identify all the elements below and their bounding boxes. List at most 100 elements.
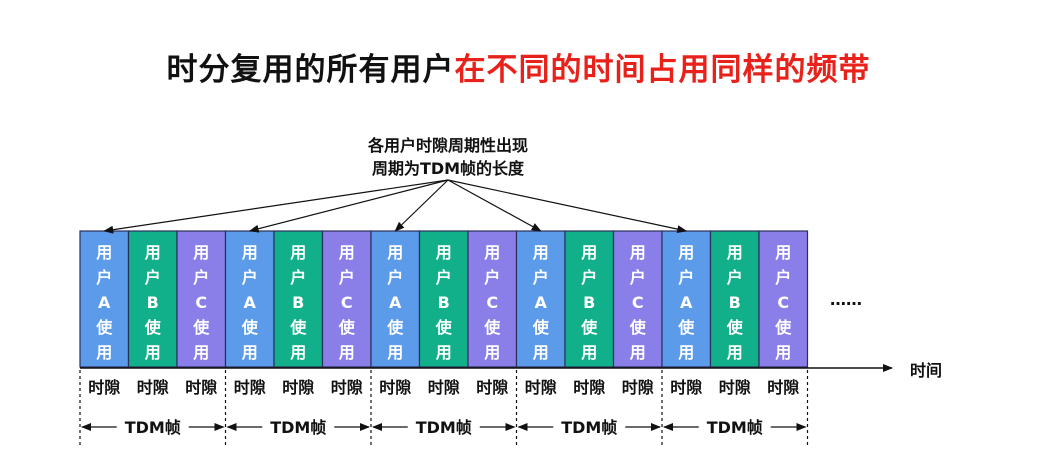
slot-char: 用 bbox=[678, 343, 694, 362]
ellipsis: …… bbox=[830, 290, 862, 309]
slot-char: 使 bbox=[483, 318, 501, 337]
slot-block bbox=[321, 230, 372, 368]
period-note: 各用户时隙周期性出现 周期为TDM帧的长度 bbox=[318, 134, 578, 180]
page-title: 时分复用的所有用户在不同的时间占用同样的频带 bbox=[0, 44, 1037, 89]
period-arrow bbox=[248, 179, 449, 233]
slot-char: 用 bbox=[339, 243, 355, 262]
slot-char: 使 bbox=[144, 318, 162, 337]
slot-char: 用 bbox=[484, 343, 500, 362]
slot-char: 用 bbox=[290, 343, 306, 362]
slot-char: 用 bbox=[436, 343, 452, 362]
note-line2: 周期为TDM帧的长度 bbox=[371, 159, 525, 178]
tdm-frame-span: TDM帧 bbox=[81, 418, 225, 437]
slot-char: 户 bbox=[533, 268, 549, 287]
slot-char: 用 bbox=[533, 243, 549, 262]
slot-char: C bbox=[486, 293, 498, 312]
slot-char: B bbox=[583, 293, 595, 312]
slot-label: 时隙 bbox=[670, 378, 702, 397]
slot-char: B bbox=[292, 293, 304, 312]
period-arrow bbox=[447, 179, 542, 232]
tdm-frame-span: TDM帧 bbox=[517, 418, 661, 437]
title-red: 在不同的时间占用同样的频带 bbox=[454, 52, 871, 88]
slot-char: 用 bbox=[436, 243, 452, 262]
slot-label: 时隙 bbox=[137, 378, 169, 397]
slot-block bbox=[273, 230, 324, 368]
slot-char: 用 bbox=[727, 243, 743, 262]
slot-char: C bbox=[341, 293, 353, 312]
slot-char: 户 bbox=[436, 268, 452, 287]
tdm-frame-span: TDM帧 bbox=[372, 418, 516, 437]
period-arrow bbox=[447, 179, 688, 234]
slot-block bbox=[515, 230, 566, 368]
slot-label: 时隙 bbox=[622, 378, 654, 397]
frame-label: TDM帧 bbox=[270, 418, 326, 437]
tdm-frame-span: TDM帧 bbox=[663, 418, 807, 437]
slot-char: 用 bbox=[581, 243, 597, 262]
slot-char: 使 bbox=[95, 318, 113, 337]
slot-char: 用 bbox=[581, 343, 597, 362]
slot-char: 用 bbox=[387, 343, 403, 362]
slot-label: 时隙 bbox=[525, 378, 557, 397]
slot-char: 用 bbox=[96, 343, 112, 362]
slot-label: 时隙 bbox=[428, 378, 460, 397]
slot-char: A bbox=[244, 293, 257, 312]
slot-char: 用 bbox=[533, 343, 549, 362]
slot-block bbox=[418, 230, 469, 368]
period-arrow bbox=[103, 179, 449, 234]
slot-char: 用 bbox=[484, 243, 500, 262]
slot-char: 用 bbox=[145, 243, 161, 262]
slot-char: 户 bbox=[775, 268, 791, 287]
slot-label: 时隙 bbox=[719, 378, 751, 397]
slot-char: 使 bbox=[726, 318, 744, 337]
slot-block bbox=[612, 230, 663, 368]
slot-char: 用 bbox=[630, 243, 646, 262]
slot-char: A bbox=[680, 293, 693, 312]
slot-char: 户 bbox=[678, 268, 694, 287]
slot-block bbox=[758, 230, 809, 368]
slot-char: 用 bbox=[242, 343, 258, 362]
frame-label: TDM帧 bbox=[707, 418, 763, 437]
slot-label: 时隙 bbox=[282, 378, 314, 397]
title-black: 时分复用的所有用户 bbox=[166, 52, 455, 88]
slot-char: 使 bbox=[580, 318, 598, 337]
slot-char: A bbox=[98, 293, 111, 312]
slot-char: 户 bbox=[193, 268, 209, 287]
slot-label: 时隙 bbox=[476, 378, 508, 397]
slot-char: 使 bbox=[677, 318, 695, 337]
slot-char: 户 bbox=[387, 268, 403, 287]
slot-char: 用 bbox=[775, 243, 791, 262]
slot-char: 用 bbox=[193, 243, 209, 262]
period-arrow bbox=[394, 179, 449, 232]
slot-char: 用 bbox=[727, 343, 743, 362]
slot-char: 用 bbox=[145, 343, 161, 362]
slot-char: 用 bbox=[387, 243, 403, 262]
slot-char: C bbox=[777, 293, 789, 312]
slot-char: A bbox=[535, 293, 548, 312]
slot-char: 使 bbox=[192, 318, 210, 337]
note-line1: 各用户时隙周期性出现 bbox=[367, 136, 528, 155]
slot-label: 时隙 bbox=[767, 378, 799, 397]
slot-char: B bbox=[729, 293, 741, 312]
slot-char: 使 bbox=[435, 318, 453, 337]
slot-char: 户 bbox=[727, 268, 743, 287]
slot-block bbox=[709, 230, 760, 368]
slot-char: 用 bbox=[242, 243, 258, 262]
slot-char: 用 bbox=[339, 343, 355, 362]
frame-label: TDM帧 bbox=[125, 418, 181, 437]
slot-char: 用 bbox=[290, 243, 306, 262]
